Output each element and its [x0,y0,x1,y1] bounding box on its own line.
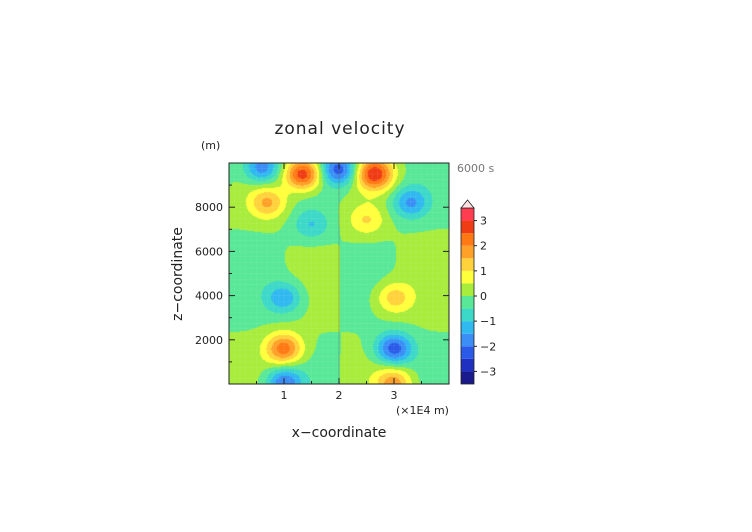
colorbar-tick-label: −2 [480,340,496,353]
colorbar-band [461,208,474,221]
colorbar-extend-arrow [460,199,475,209]
x-unit-label: (×1E4 m) [396,404,449,417]
colorbar-band [461,233,474,246]
colorbar-band [461,296,474,309]
x-tick-label: 3 [391,389,398,402]
y-tick-label: 8000 [195,201,223,214]
colorbar-tick-label: −3 [480,365,496,378]
colorbar: 3 2 1 0 −1 −2 −3 [460,199,496,385]
y-unit-label: (m) [201,139,220,152]
colorbar-tick-label: 3 [480,215,487,228]
colorbar-band [461,346,474,359]
y-axis-title: z−coordinate [170,227,186,321]
x-tick-label: 1 [281,389,288,402]
x-axis-title: x−coordinate [292,425,387,441]
x-tick-label: 2 [336,389,343,402]
colorbar-band [461,283,474,296]
chart-title: zonal velocity [274,119,405,139]
colorbar-tick-label: 0 [480,290,487,303]
plot-area [228,162,450,385]
colorbar-band [461,220,474,234]
colorbar-band [461,270,474,284]
colorbar-band [461,371,474,384]
colorbar-band [461,308,474,322]
colorbar-band [461,245,474,259]
y-tick-label: 2000 [195,334,223,347]
time-label: 6000 s [457,162,494,175]
y-tick-label: 6000 [195,245,223,258]
y-tick-label: 4000 [195,290,223,303]
colorbar-band [461,258,474,271]
colorbar-tick-label: −1 [480,315,496,328]
colorbar-band [461,358,474,372]
colorbar-tick-label: 1 [480,265,487,278]
colorbar-tick-label: 2 [480,240,487,253]
x-axis: 1 2 3 [256,163,422,402]
colorbar-band [461,333,474,347]
colorbar-band [461,321,474,334]
y-axis: 2000 4000 6000 8000 [195,184,449,363]
